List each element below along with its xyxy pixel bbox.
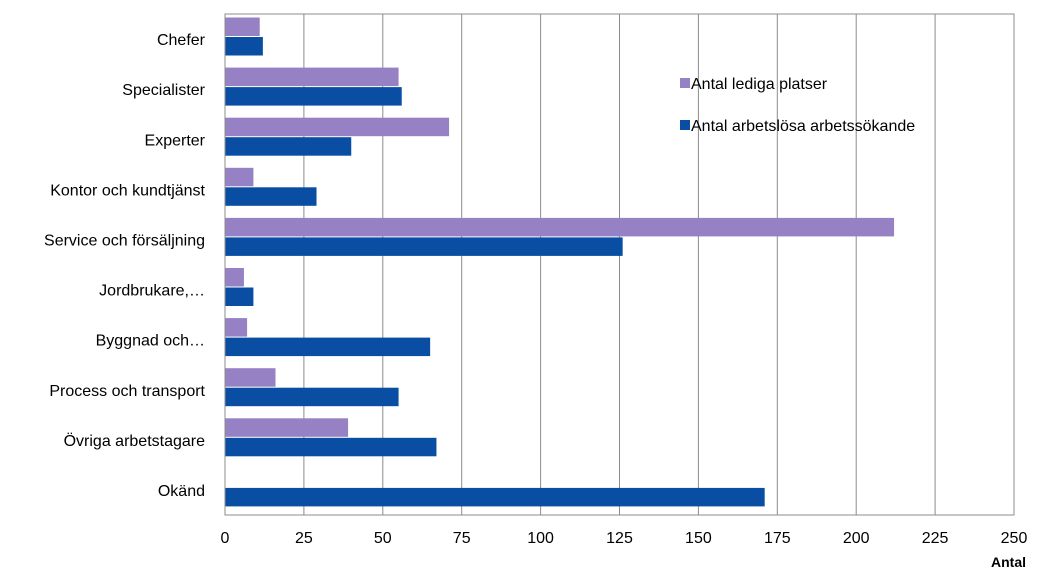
category-label-1: Specialister [122,82,205,99]
bar-arbetslosa-0 [225,37,263,56]
bar-arbetslosa-4 [225,237,623,256]
category-label-2: Experter [145,132,206,149]
x-tick-label-75: 75 [453,530,471,547]
bar-arbetslosa-2 [225,137,352,156]
axes [224,13,1015,516]
x-tick-label-100: 100 [527,530,554,547]
legend-label-lediga-platser: Antal lediga platser [691,76,828,93]
bar-arbetslosa-8 [225,437,437,457]
legend-label-arbetslosa: Antal arbetslösa arbetssökande [691,118,915,135]
bar-arbetslosa-5 [225,287,254,306]
x-tick-label-0: 0 [221,530,230,547]
x-axis-ticks: 0 25 50 75 100 125 150 175 200 225 250 [221,530,1028,547]
category-label-0: Chefer [157,32,206,49]
bar-arbetslosa-9 [225,487,765,507]
category-label-6: Byggnad och… [96,333,205,350]
bar-lediga-platser-0 [225,17,260,36]
bar-lediga-platser-4 [225,217,895,237]
bar-lediga-platser-3 [225,167,254,187]
category-label-3: Kontor och kundtjänst [50,182,205,199]
category-label-8: Övriga arbetstagare [64,432,206,450]
category-label-7: Process och transport [49,383,205,400]
category-label-5: Jordbrukare,… [99,283,205,300]
bar-arbetslosa-1 [225,87,402,106]
plot-frame [224,13,1015,516]
bar-arbetslosa-6 [225,337,431,357]
bar-lediga-platser-1 [225,67,399,87]
legend-swatch-arbetslosa [680,120,690,130]
bar-lediga-platser-6 [225,318,248,337]
category-label-4: Service och försäljning [44,232,205,249]
bar-lediga-platser-5 [225,268,244,287]
bar-lediga-platser-7 [225,368,276,387]
legend-swatch-lediga-platser [680,78,690,88]
x-tick-label-50: 50 [374,530,392,547]
x-tick-label-200: 200 [843,530,870,547]
category-labels: Chefer Specialister Experter Kontor och kun… [44,32,206,500]
x-tick-label-150: 150 [685,530,712,547]
x-tick-label-125: 125 [606,530,633,547]
x-tick-label-250: 250 [1001,530,1028,547]
legend: Antal lediga platser Antal arbetslösa ar… [680,76,915,135]
x-axis-label: Antal [991,554,1026,570]
x-tick-label-225: 225 [922,530,949,547]
bar-arbetslosa-7 [225,387,399,407]
bar-lediga-platser-2 [225,117,450,137]
x-tick-label-175: 175 [764,530,791,547]
bars [225,17,895,507]
bar-arbetslosa-3 [225,187,317,206]
x-tick-label-25: 25 [295,530,313,547]
category-label-9: Okänd [158,483,205,500]
bar-lediga-platser-8 [225,418,349,437]
